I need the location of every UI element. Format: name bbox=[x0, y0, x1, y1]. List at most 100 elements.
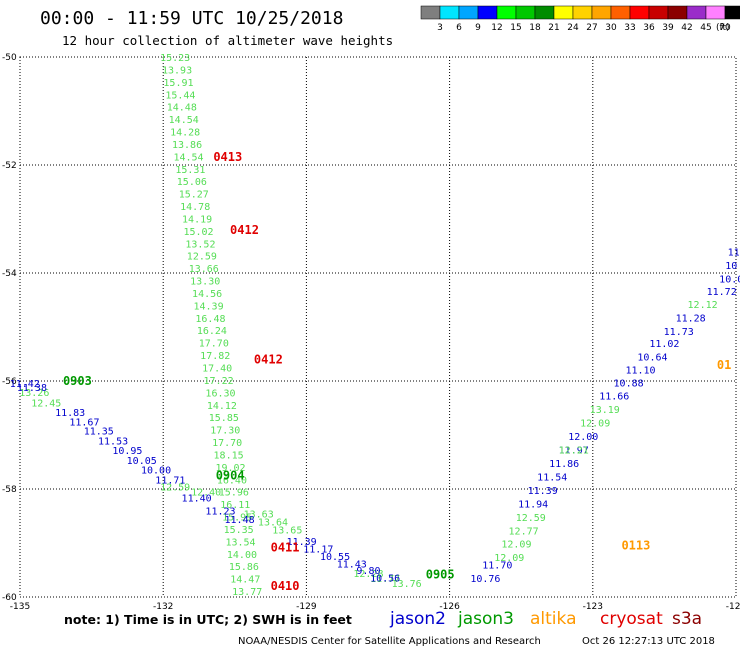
y-tick-label: -52 bbox=[2, 161, 17, 171]
wave-height-point: 15.31 bbox=[175, 165, 205, 176]
wave-height-point: 14.56 bbox=[192, 289, 222, 300]
y-tick-label: -50 bbox=[2, 53, 17, 63]
x-tick-label: -129 bbox=[296, 602, 317, 612]
wave-height-point: 17.30 bbox=[210, 426, 240, 437]
wave-height-point: 13.86 bbox=[172, 140, 202, 151]
wave-height-point: 11 bbox=[728, 247, 740, 258]
wave-height-point: 10.05 bbox=[127, 456, 157, 467]
wave-height-point: 15.06 bbox=[177, 177, 207, 188]
satellite-legend: jason2 jason3 altika cryosat s3a bbox=[389, 609, 702, 629]
wave-height-point: 12.59 bbox=[160, 482, 190, 493]
wave-height-point: 14.48 bbox=[167, 103, 197, 114]
wave-height-point: 13.66 bbox=[189, 264, 219, 275]
pass-id-label: 0413 bbox=[213, 150, 242, 164]
wave-height-point: 13.52 bbox=[185, 239, 215, 250]
wave-height-point: 15.02 bbox=[183, 227, 213, 238]
wave-height-point: 11.70 bbox=[482, 561, 512, 572]
x-tick-label: -126 bbox=[439, 602, 460, 612]
legend-label: 15 bbox=[510, 23, 521, 33]
wave-height-point: 11.39 bbox=[287, 537, 317, 548]
wave-height-point: 13.26 bbox=[19, 388, 49, 399]
wave-height-point: 11.94 bbox=[518, 500, 548, 511]
wave-height-point: 11.38 bbox=[17, 383, 47, 394]
timestamp-text: Oct 26 12:27:13 UTC 2018 bbox=[582, 636, 715, 647]
legend-label: 70 bbox=[719, 23, 731, 33]
legend-swatch bbox=[515, 5, 536, 20]
wave-height-point: 13.19 bbox=[590, 405, 620, 416]
wave-height-point: 14.28 bbox=[170, 128, 200, 139]
wave-height-point: 17.22 bbox=[204, 376, 234, 387]
wave-height-point: 14.12 bbox=[207, 401, 237, 412]
wave-height-point: 12.00 bbox=[568, 432, 598, 443]
wave-height-point: 15.91 bbox=[163, 78, 193, 89]
wave-height-point: 15.44 bbox=[165, 90, 195, 101]
wave-height-point: 11.17 bbox=[303, 544, 333, 555]
wave-height-point: 15.23 bbox=[160, 53, 190, 64]
wave-height-point: 11.77 bbox=[370, 574, 400, 585]
wave-height-point: 13.30 bbox=[190, 277, 220, 288]
pass-labels: 0413 0412 0412 0411 0410 0903 0904 0905 0113 01 bbox=[63, 150, 731, 593]
x-tick-label: -120 bbox=[726, 602, 740, 612]
wave-height-point: 11.28 bbox=[676, 313, 706, 324]
wave-height-point: 11.40 bbox=[182, 494, 212, 505]
wave-height-point: 12.09 bbox=[580, 419, 610, 430]
pass-id-label: 01 bbox=[717, 358, 731, 372]
subtitle: 12 hour collection of altimeter wave hei… bbox=[62, 33, 393, 48]
wave-height-point: 11.72 bbox=[707, 287, 737, 298]
wave-height-point: 11.71 bbox=[155, 475, 185, 486]
wave-height-point: 14.78 bbox=[180, 202, 210, 213]
legend-label: 21 bbox=[548, 23, 559, 33]
wave-height-point: 12.59 bbox=[187, 252, 217, 263]
note-text: note: 1) Time is in UTC; 2) SWH is in fe… bbox=[64, 612, 352, 627]
legend-label: 42 bbox=[681, 23, 692, 33]
satellite-name: jason3 bbox=[457, 609, 514, 629]
wave-height-point: 10.64 bbox=[637, 353, 667, 364]
wave-height-point: 16.11 bbox=[220, 500, 250, 511]
legend-label: 24 bbox=[567, 23, 579, 33]
legend-unit: (ft) bbox=[716, 23, 730, 33]
satellite-name: altika bbox=[530, 609, 577, 629]
wave-height-point: 15.95 bbox=[222, 513, 252, 524]
wave-height-point: 16.24 bbox=[197, 326, 227, 337]
wave-height-point: 16.40 bbox=[217, 475, 247, 486]
legend-label: 18 bbox=[529, 23, 541, 33]
wave-height-point: 13.64 bbox=[258, 517, 288, 528]
legend-label: 9 bbox=[475, 23, 481, 33]
wave-height-point: 13.54 bbox=[225, 537, 255, 548]
x-tick-label: -132 bbox=[153, 602, 173, 612]
legend-label: 33 bbox=[624, 23, 635, 33]
wave-height-point: 11.83 bbox=[55, 408, 85, 419]
legend-swatch bbox=[648, 5, 669, 20]
legend-label: 27 bbox=[586, 23, 597, 33]
pass-id-label: 0410 bbox=[271, 579, 300, 593]
wave-height-point: 14.39 bbox=[193, 301, 223, 312]
wave-height-point: 16.48 bbox=[195, 314, 225, 325]
legend-swatch bbox=[534, 5, 555, 20]
wave-height-point: 12.28 bbox=[353, 569, 383, 580]
wave-height-point: 13.76 bbox=[392, 579, 422, 590]
wave-height-point: 11.86 bbox=[549, 459, 579, 470]
legend-swatch bbox=[420, 5, 441, 20]
legend-swatch bbox=[724, 5, 740, 20]
wave-height-point: 9.80 bbox=[356, 566, 380, 577]
wave-height-point: 11.54 bbox=[537, 473, 567, 484]
y-tick-label: -60 bbox=[2, 593, 17, 603]
wave-height-point: 10.76 bbox=[470, 574, 500, 585]
wave-height-point: 17.82 bbox=[200, 351, 230, 362]
wave-height-point: 10.00 bbox=[141, 466, 171, 477]
y-tick-label: -56 bbox=[2, 377, 17, 387]
wave-height-point: 10 bbox=[725, 261, 737, 272]
legend-label: 3 bbox=[437, 23, 443, 33]
y-tick-label: -58 bbox=[2, 485, 17, 495]
x-tick-label: -123 bbox=[583, 602, 603, 612]
y-tick-label: -54 bbox=[2, 269, 17, 279]
satellite-name: s3a bbox=[672, 609, 702, 629]
wave-height-point: 12.21 bbox=[559, 446, 589, 457]
wave-height-point: 18.15 bbox=[214, 450, 244, 461]
wave-height-point: 11.23 bbox=[205, 507, 235, 518]
wave-height-point: 17.70 bbox=[199, 339, 229, 350]
satellite-name: cryosat bbox=[600, 609, 663, 629]
wave-height-point: 14.19 bbox=[182, 214, 212, 225]
legend-label: 39 bbox=[662, 23, 674, 33]
